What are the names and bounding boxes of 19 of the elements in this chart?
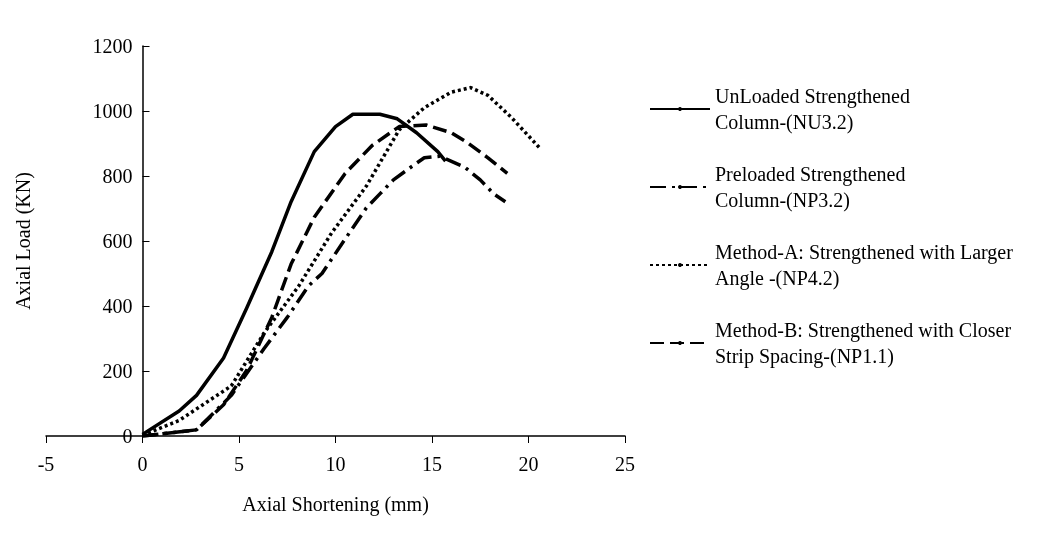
y-tick-label: 400: [102, 295, 133, 317]
x-tick-label: 0: [137, 453, 148, 475]
x-axis-title: Axial Shortening (mm): [242, 493, 429, 516]
x-tick-label: -5: [37, 453, 55, 475]
y-axis-title: Axial Load (KN): [11, 172, 35, 310]
x-tick-label: 20: [518, 453, 539, 475]
legend-label: Method-B: Strengthened with Closer Strip Spacing-(NP1.1): [715, 319, 1017, 368]
legend-label: Method-A: Strengthened with Larger Angle -(NP4.2): [715, 241, 1018, 290]
x-tick-label: 15: [422, 453, 442, 475]
y-tick-label: 200: [102, 360, 133, 382]
y-tick-label: 1000: [92, 100, 133, 122]
legend-label: UnLoaded Strengthened Column-(NU3.2): [715, 85, 915, 134]
legend-label: Preloaded Strengthened Column-(NP3.2): [715, 163, 911, 212]
x-tick-label: 25: [615, 453, 635, 475]
y-tick-label: 800: [102, 165, 133, 187]
y-tick-label: 600: [102, 230, 133, 252]
x-tick-label: 10: [325, 453, 346, 475]
y-tick-label: 1200: [92, 35, 133, 57]
x-tick-label: 5: [234, 453, 244, 475]
